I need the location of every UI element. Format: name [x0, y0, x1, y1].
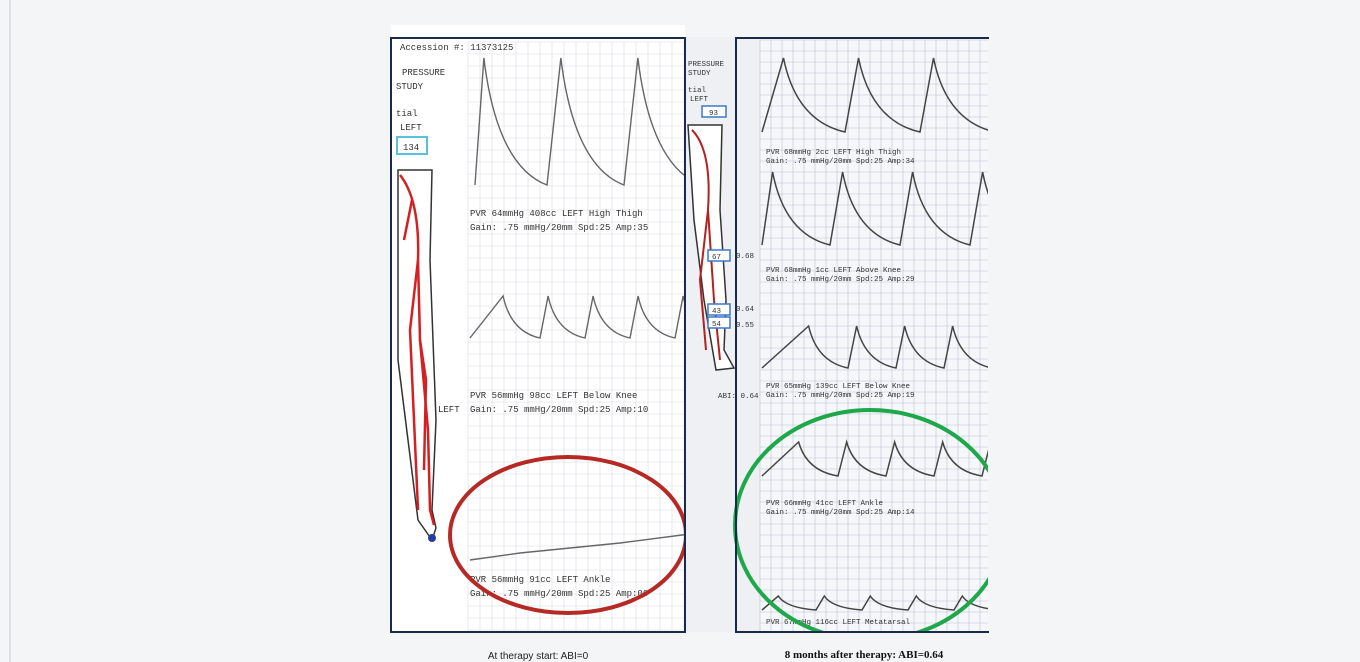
header-text: STUDY: [396, 82, 424, 92]
reading-line: PVR 66mmHg 41cc LEFT Ankle: [766, 500, 883, 508]
waveform: [469, 294, 685, 339]
header-text: tial: [396, 109, 418, 119]
pressure-boxes: [701, 105, 731, 329]
header-text: tial: [688, 87, 707, 95]
abi-value: ABI: 0.64: [718, 393, 759, 401]
accession: Accession #: 11373125: [400, 43, 513, 53]
waveform: [761, 57, 988, 133]
foot-marker: [428, 534, 436, 542]
caption: At therapy start: ABI=0: [488, 651, 589, 662]
pressure-value: 134: [403, 143, 419, 153]
waveforms: [761, 57, 988, 611]
pressure-value: 93: [709, 110, 719, 118]
grid-bg: [760, 37, 988, 632]
leg-arteries: [691, 129, 721, 361]
waveform: [761, 324, 988, 369]
pressure-value: 67: [712, 254, 721, 262]
waveform: [469, 533, 685, 561]
reading-line: Gain: .75 mmHg/20mm Spd:25 Amp:29: [766, 276, 915, 284]
grid: [759, 39, 988, 632]
header-text: LEFT: [400, 123, 422, 133]
pressure-box: [396, 136, 428, 155]
index-value: 0.55: [736, 322, 755, 330]
panel-border: [390, 37, 686, 633]
waveforms: [469, 57, 685, 561]
reading-line: Gain: .75 mmHg/20mm Spd:25 Amp:19: [766, 392, 915, 400]
leg-outline: [397, 169, 437, 542]
reading-line: Gain: .75 mmHg/20mm Spd:25 Amp:10: [470, 405, 648, 415]
reading-line: PVR 56mmHg 98cc LEFT Below Knee: [470, 391, 637, 401]
reading-line: PVR 68mmHg 2cc LEFT High Thigh: [766, 149, 901, 157]
header-text: PRESSURE: [688, 61, 725, 69]
reading-line: PVR 56mmHg 91cc LEFT Ankle: [470, 575, 610, 585]
pressure-value: 54: [712, 321, 722, 329]
right-panel: PRESSURE STUDY tial LEFT 93 67 43 54 0.6…: [686, 37, 988, 632]
waveform: [761, 171, 988, 246]
index-value: 0.64: [736, 306, 755, 314]
header-text: STUDY: [688, 70, 711, 78]
header-text: PRESSURE: [402, 68, 445, 78]
reading-line: PVR 65mmHg 139cc LEFT Below Knee: [766, 383, 910, 391]
edge-mask: [989, 30, 999, 640]
reading-line: Gain: .75 mmHg/20mm Spd:25 Amp:14: [766, 509, 915, 517]
pressure-value: 43: [712, 308, 722, 316]
side-label: LEFT: [438, 405, 460, 415]
leg-arteries: [399, 174, 436, 526]
waveform: [761, 594, 988, 611]
waveform: [761, 439, 988, 477]
waveform: [474, 57, 685, 186]
reading-line: Gain: .75 mmHg/20mm Spd:25 Amp:00: [470, 589, 648, 599]
index-value: 0.68: [736, 253, 754, 261]
header-text: LEFT: [690, 96, 709, 104]
reading-line: Gain: .75 mmHg/20mm Spd:25 Amp:35: [470, 223, 648, 233]
reading-line: PVR 68mmHg 1cc LEFT Above Knee: [766, 267, 901, 275]
highlight-ellipse: [448, 455, 685, 615]
caption: 8 months after therapy: ABI=0.64: [785, 649, 944, 661]
reading-line: PVR 64mmHg 408cc LEFT High Thigh: [470, 209, 643, 219]
reading-line: PVR 67mmHg 116cc LEFT Metatarsal: [766, 619, 911, 627]
reading-line: Gain: .75 mmHg/20mm Spd:25 Amp:34: [766, 158, 915, 166]
